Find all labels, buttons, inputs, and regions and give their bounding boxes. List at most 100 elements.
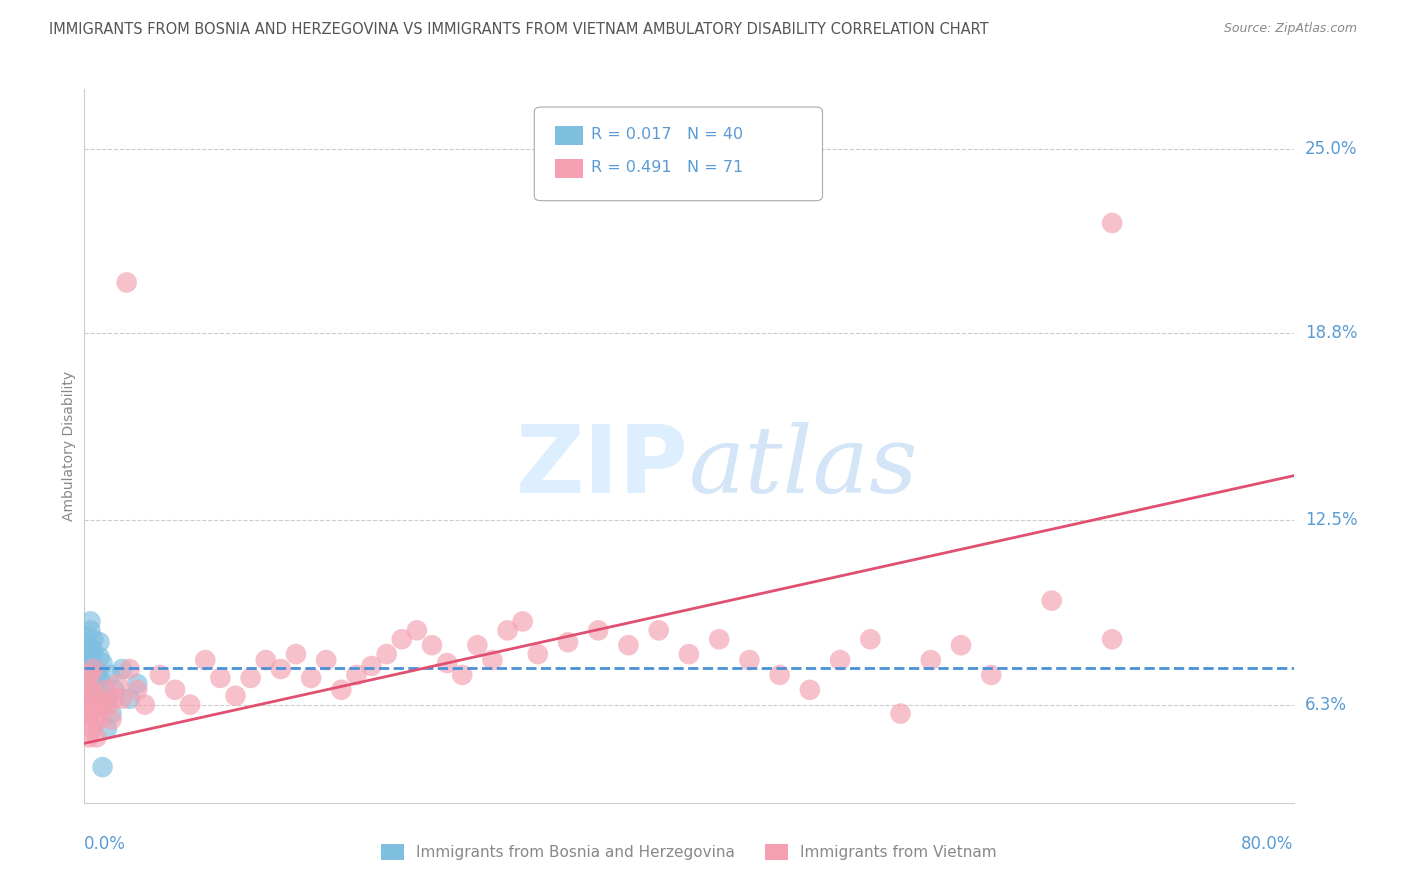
Point (104, 691, 127, 706)
Point (890, 706, 912, 721)
Text: IMMIGRANTS FROM BOSNIA AND HERZEGOVINA VS IMMIGRANTS FROM VIETNAM AMBULATORY DIS: IMMIGRANTS FROM BOSNIA AND HERZEGOVINA V… (49, 22, 988, 37)
Point (76, 668, 98, 682)
Point (77, 673, 100, 688)
Point (80, 641, 103, 656)
Point (96, 722, 118, 736)
Point (557, 635, 579, 649)
Point (225, 689, 247, 703)
Point (84, 713, 107, 727)
Point (588, 624, 610, 638)
Point (678, 647, 700, 661)
Point (91, 656, 114, 670)
Point (80, 686, 103, 700)
Point (179, 698, 201, 712)
Point (360, 659, 382, 673)
Point (107, 677, 129, 691)
Legend: Immigrants from Bosnia and Herzegovina, Immigrants from Vietnam: Immigrants from Bosnia and Herzegovina, … (374, 838, 1004, 866)
Point (76, 638, 98, 652)
Point (87, 698, 110, 712)
Text: 0.0%: 0.0% (84, 835, 127, 853)
Point (149, 668, 172, 682)
Point (76, 682, 98, 697)
Point (1101, 632, 1123, 647)
Text: atlas: atlas (689, 423, 918, 512)
Point (90, 691, 112, 706)
Point (127, 677, 149, 691)
Point (420, 638, 443, 652)
Point (77, 689, 100, 703)
Point (77, 682, 100, 697)
Point (79, 659, 101, 673)
Y-axis label: Ambulatory Disability: Ambulatory Disability (62, 371, 76, 521)
Point (950, 638, 973, 652)
Point (920, 653, 942, 667)
Point (77, 698, 100, 712)
Point (77, 644, 100, 658)
Point (79, 624, 101, 638)
Point (96, 691, 118, 706)
Point (239, 671, 262, 685)
Point (75, 677, 97, 691)
Point (617, 638, 640, 652)
Point (75, 641, 97, 656)
Point (79, 668, 101, 682)
Point (90, 673, 112, 688)
Point (86, 731, 108, 745)
Point (79, 615, 101, 629)
Point (82, 662, 104, 676)
Point (98, 668, 121, 682)
Point (86, 689, 108, 703)
Text: R = 0.491   N = 71: R = 0.491 N = 71 (591, 161, 742, 175)
Point (75, 629, 97, 643)
Text: R = 0.017   N = 40: R = 0.017 N = 40 (591, 128, 742, 142)
Point (346, 668, 368, 682)
Point (799, 682, 821, 697)
Point (859, 632, 882, 647)
Point (84, 680, 107, 694)
Point (134, 698, 156, 712)
Point (391, 632, 413, 647)
Point (89, 650, 111, 665)
Point (436, 656, 458, 670)
Point (512, 615, 534, 629)
Point (254, 653, 277, 667)
Point (82, 700, 104, 714)
Point (93, 695, 115, 709)
Point (89, 713, 111, 727)
Point (104, 682, 127, 697)
Point (80, 722, 103, 736)
Point (738, 653, 761, 667)
Point (165, 682, 187, 697)
Point (111, 662, 134, 676)
Point (769, 668, 792, 682)
Point (830, 653, 852, 667)
Point (299, 671, 322, 685)
Point (76, 713, 98, 727)
Text: 18.8%: 18.8% (1305, 324, 1357, 342)
Point (91, 760, 114, 774)
Point (82, 632, 104, 647)
Text: ZIP: ZIP (516, 421, 689, 514)
Point (77, 731, 100, 745)
Point (194, 653, 217, 667)
Point (1040, 593, 1063, 607)
Text: 80.0%: 80.0% (1241, 835, 1294, 853)
Point (467, 638, 489, 652)
Point (496, 624, 519, 638)
Point (527, 647, 550, 661)
Point (79, 706, 101, 721)
Point (118, 662, 141, 676)
Point (285, 647, 308, 661)
Point (79, 671, 101, 685)
Point (270, 662, 292, 676)
Point (980, 668, 1002, 682)
Point (80, 671, 103, 685)
Point (115, 276, 138, 290)
Point (87, 665, 110, 679)
Point (75, 653, 97, 667)
Point (82, 647, 104, 661)
Point (1101, 216, 1123, 230)
Text: 6.3%: 6.3% (1305, 696, 1347, 714)
Point (91, 698, 114, 712)
Point (481, 653, 503, 667)
